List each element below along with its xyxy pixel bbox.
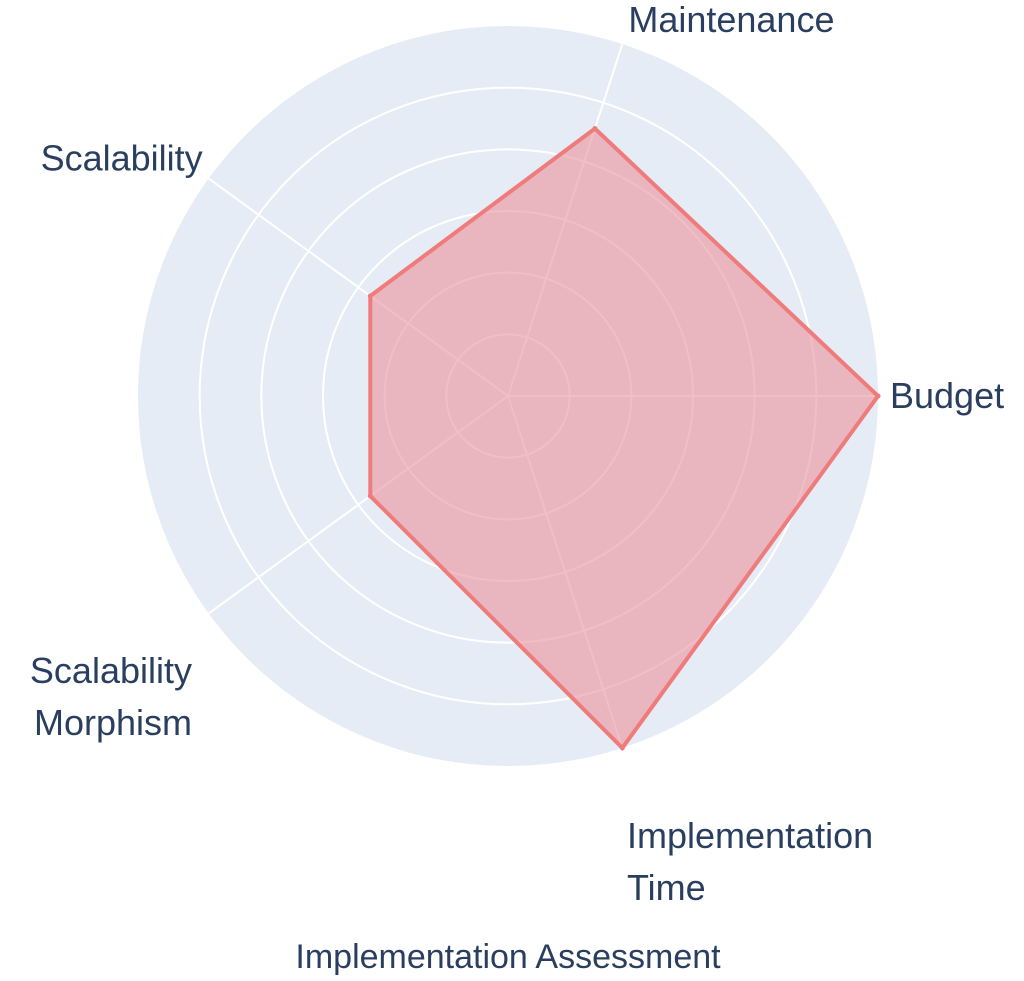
point-scalability-morphism <box>367 493 373 499</box>
axis-label-maintenance: Maintenance <box>628 0 834 40</box>
axis-label-implementation-time: Implementation Time <box>627 815 873 908</box>
axis-label-scalability: Scalability <box>41 138 203 179</box>
point-budget <box>875 393 881 399</box>
series-area <box>368 125 881 751</box>
point-implementation-time <box>619 745 625 751</box>
series-points <box>367 126 881 751</box>
axis-label-budget: Budget <box>890 375 1004 416</box>
point-maintenance <box>592 126 598 132</box>
axis-label-scalability-morphism: Scalability Morphism <box>30 650 192 743</box>
chart-title: Implementation Assessment <box>295 938 721 976</box>
axis-labels: Budget Maintenance Scalability Scalability M… <box>30 0 1004 908</box>
point-scalability <box>367 293 373 299</box>
